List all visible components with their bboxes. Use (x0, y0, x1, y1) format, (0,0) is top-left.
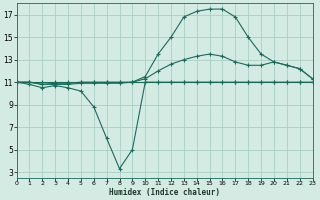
X-axis label: Humidex (Indice chaleur): Humidex (Indice chaleur) (109, 188, 220, 197)
